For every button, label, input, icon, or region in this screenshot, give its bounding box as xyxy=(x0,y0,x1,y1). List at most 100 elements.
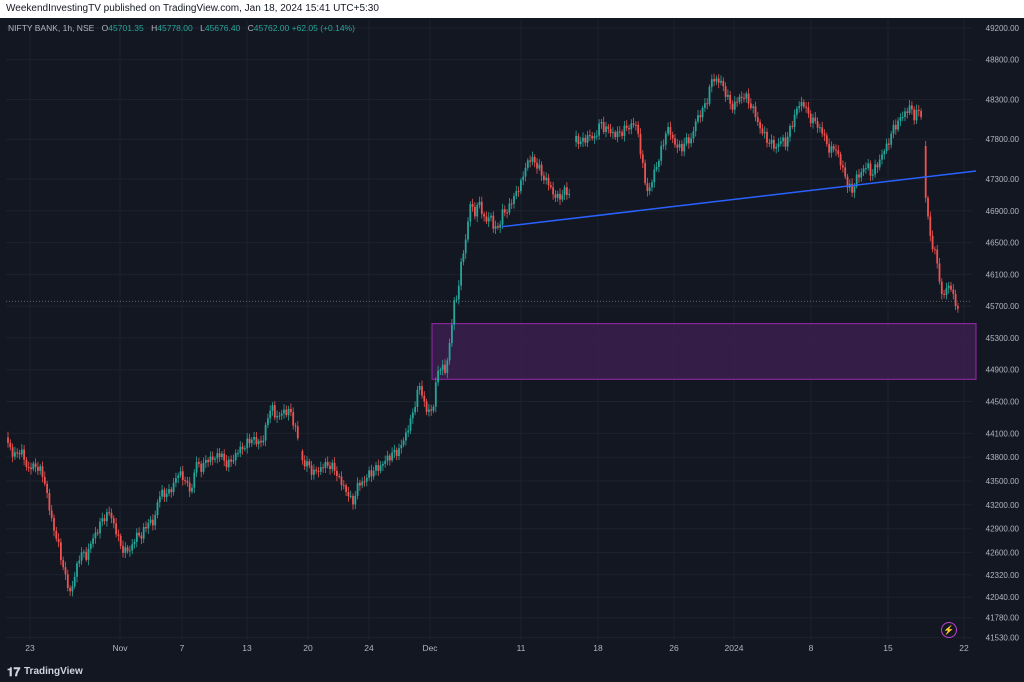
candle-body xyxy=(416,389,419,407)
candle-body xyxy=(538,164,541,169)
candle-body xyxy=(407,430,410,433)
candle-body xyxy=(862,168,865,173)
candle-body xyxy=(101,518,104,522)
candle-body xyxy=(729,94,732,104)
candle-body xyxy=(533,156,536,163)
candle-body xyxy=(124,547,127,553)
candle-body xyxy=(704,103,706,108)
candle-body xyxy=(181,471,184,481)
candle-body xyxy=(618,131,621,133)
candle-body xyxy=(225,460,228,468)
candle-body xyxy=(437,370,439,383)
candle-body xyxy=(386,455,389,461)
candle-body xyxy=(372,470,375,477)
candle-body xyxy=(260,440,262,443)
candle-body xyxy=(540,164,543,176)
y-tick-label: 44900.00 xyxy=(986,366,1020,375)
candle-body xyxy=(715,78,718,82)
candle-body xyxy=(48,493,51,511)
candle-body xyxy=(867,163,870,169)
price-axis[interactable]: 49200.00 48800.00 48300.00 47800.00 47300.00… xyxy=(986,24,1020,643)
candle-body xyxy=(441,364,444,370)
candle-body xyxy=(478,201,481,206)
candle-body xyxy=(163,489,166,498)
candle-body xyxy=(135,532,138,542)
candle-body xyxy=(545,177,548,181)
candle-body xyxy=(837,150,840,154)
candle-body xyxy=(384,460,387,464)
candle-body xyxy=(444,364,446,373)
candle-body xyxy=(874,164,876,175)
candle-body xyxy=(846,176,849,188)
candle-body xyxy=(906,111,909,114)
candle-body xyxy=(34,463,37,467)
candle-body xyxy=(883,151,886,155)
time-axis[interactable]: 23 Nov 7 13 20 24 Dec 11 18 26 2024 8 15 22 xyxy=(25,643,969,653)
candle-body xyxy=(796,108,798,115)
candle-body xyxy=(885,143,888,152)
candle-body xyxy=(27,466,30,468)
lightning-icon[interactable]: ⚡ xyxy=(941,622,957,638)
candle-body xyxy=(487,217,490,222)
candle-body xyxy=(835,149,837,151)
y-tick-label: 47800.00 xyxy=(986,135,1020,144)
candle-body xyxy=(630,123,633,130)
candle-body xyxy=(278,415,281,417)
candle-body xyxy=(172,482,175,493)
y-tick-label: 42600.00 xyxy=(986,549,1020,558)
candle-body xyxy=(641,154,644,163)
y-tick-label: 47300.00 xyxy=(986,175,1020,184)
candle-body xyxy=(78,560,81,564)
candle-body xyxy=(149,519,152,523)
candle-body xyxy=(595,135,598,137)
y-tick-label: 48800.00 xyxy=(986,56,1020,65)
candle-body xyxy=(69,588,71,592)
candle-body xyxy=(904,111,906,118)
y-tick-label: 45300.00 xyxy=(986,334,1020,343)
candle-body xyxy=(485,216,488,222)
candle-body xyxy=(211,456,214,460)
candle-body xyxy=(255,437,258,445)
trendline[interactable] xyxy=(501,170,977,228)
candle-body xyxy=(807,107,810,114)
open-label: O xyxy=(101,23,109,33)
candle-body xyxy=(395,449,398,457)
candle-body xyxy=(602,122,605,132)
candle-body xyxy=(768,142,771,144)
candle-body xyxy=(800,102,803,106)
price-chart[interactable]: 49200.00 48800.00 48300.00 47800.00 47300.00… xyxy=(0,0,1024,660)
demand-zone-rect[interactable] xyxy=(431,323,977,380)
candle-body xyxy=(202,463,205,472)
candle-body xyxy=(331,462,334,470)
candle-body xyxy=(931,235,934,250)
trendline-line[interactable] xyxy=(501,170,977,228)
candle-body xyxy=(851,183,853,193)
candle-body xyxy=(20,449,23,455)
candle-body xyxy=(333,462,336,471)
candle-body xyxy=(60,542,62,561)
x-tick-label: 13 xyxy=(242,643,252,653)
candle-body xyxy=(156,502,159,516)
candle-body xyxy=(421,386,423,396)
brand-name: TradingView xyxy=(24,666,83,677)
candle-body xyxy=(623,125,626,136)
candle-body xyxy=(471,204,474,207)
candle-body xyxy=(747,93,750,104)
candle-body xyxy=(632,123,635,125)
candle-body xyxy=(405,432,407,441)
candle-body xyxy=(892,124,895,134)
candle-body xyxy=(865,168,867,170)
candle-body xyxy=(924,145,927,198)
candle-body xyxy=(945,288,948,295)
candle-body xyxy=(952,289,955,294)
candle-body xyxy=(457,285,460,300)
candle-body xyxy=(823,133,826,136)
publish-line: WeekendInvestingTV published on TradingV… xyxy=(6,3,379,14)
publish-bar: WeekendInvestingTV published on TradingV… xyxy=(0,0,1024,18)
candle-body xyxy=(710,79,713,88)
candle-body xyxy=(103,518,106,522)
demand-zone[interactable] xyxy=(431,323,977,380)
candle-body xyxy=(605,126,607,132)
symbol-legend: NIFTY BANK, 1h, NSE O45701.35 H45778.00 … xyxy=(8,23,355,33)
high-label: H xyxy=(151,23,158,33)
